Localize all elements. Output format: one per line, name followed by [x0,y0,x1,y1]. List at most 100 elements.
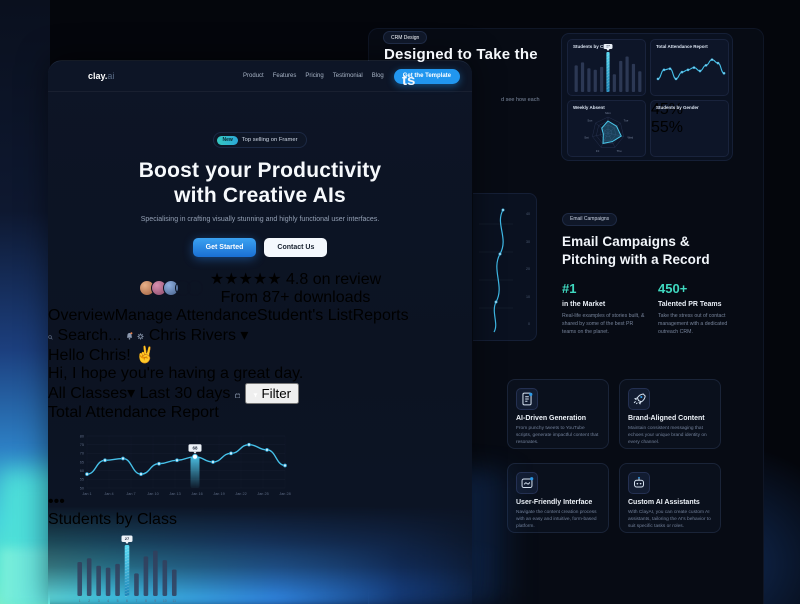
tab-reports[interactable]: Reports [352,307,409,325]
dashboard-preview: Overview Manage Attendance Student's List R… [48,307,472,604]
nav-link-pricing[interactable]: Pricing [305,73,324,79]
tick-label: 30 [526,239,530,244]
search-input[interactable]: Search... [48,327,126,344]
svg-text:75: 75 [80,443,84,447]
date-range-select[interactable]: Last 30 days [140,385,245,402]
svg-text:55: 55 [80,478,84,482]
feature-cards-grid: AI-Driven Generation From punchy tweets … [507,379,721,533]
svg-text:2: 2 [89,599,91,603]
svg-text:65: 65 [80,461,84,465]
rocket-icon [628,388,650,410]
calendar-icon [235,393,241,399]
hero-subtitle: Specialising in crafting visually stunni… [140,216,380,224]
svg-text:Tue: Tue [624,119,629,123]
dashboard-filters: All Classes▾ Last 30 days Filter [48,383,300,405]
class-select[interactable]: All Classes▾ [48,385,136,403]
tick-label: 10 [526,294,530,299]
svg-text:Wed: Wed [627,136,633,140]
stat-description: Real-life examples of stories built, & s… [562,313,645,336]
card-menu-icon[interactable]: ••• [48,493,65,511]
nav-link-testimonial[interactable]: Testimonial [332,73,363,79]
bell-icon[interactable] [126,332,133,340]
mini-radar-chart: Mon Tue Wed Thu Fri Sat Sun [584,111,633,153]
axis-tick-labels: 40 30 20 10 0 [526,212,530,326]
feature-description: With ClayAI, you can create custom AI as… [628,510,711,530]
bot-icon [628,472,650,494]
nav-link-blog[interactable]: Blog [371,73,384,79]
search-icon [48,335,53,341]
gear-icon[interactable] [137,333,144,340]
svg-text:10: 10 [163,599,167,603]
avatar [186,280,203,297]
navbar: clay.ai Product Features Pricing Testimonia… [48,61,472,92]
partial-chart-card: 40 30 20 10 0 [473,193,537,341]
half-star-icon: ★ [267,271,282,289]
get-started-button[interactable]: Get Started [192,238,257,258]
svg-text:80: 80 [80,435,84,439]
mini-card-title: Students by Class [573,44,613,49]
mini-card-students-by-class: Students by Class 27 [567,39,646,96]
svg-text:70: 70 [80,452,84,456]
svg-text:3: 3 [98,599,100,603]
svg-text:Sun: Sun [587,119,592,123]
review-row: ★★★★★ 4.8 on review From 87+ downloads [48,269,472,307]
stat-pr-teams: 450+ Talented PR Teams Take the stress o… [658,281,744,336]
stat-value: #1 [562,281,577,297]
email-campaigns-badge: Email Campaigns [562,212,618,226]
svg-text:60: 60 [80,469,84,473]
feature-title: AI-Driven Generation [516,415,587,422]
students-by-class-bar-chart: 1 2 3 4 5 6 7 8 9 10 11 27 [77,535,177,603]
get-template-button[interactable]: Get the Template [393,68,460,84]
svg-text:Jan 7: Jan 7 [127,492,136,496]
mini-line-chart [656,58,726,81]
nav-link-product[interactable]: Product [243,73,264,79]
svg-text:8: 8 [145,599,147,603]
svg-text:Jan 4: Jan 4 [105,492,114,496]
mini-bar-chart: 27 [574,44,642,93]
mini-card-title: Students by Gender [656,105,699,110]
tab-student-s-list[interactable]: Student's List [257,307,353,325]
attendance-chart-card: Total Attendance Report ••• 80 75 70 65 60 55… [48,404,472,511]
svg-text:5: 5 [117,599,119,603]
hero-section: New Top selling on Framer Boost your Pro… [48,128,472,307]
user-name[interactable]: Chris Rivers [148,327,236,345]
students-by-class-card: Students by Class ••• 1 2 3 4 5 6 7 8 9 10 11 27 [48,511,472,604]
star-rating-icon: ★★★★ [209,271,268,289]
svg-text:11: 11 [173,599,177,603]
mini-card-weekly-absent: Weekly Absent Mon Tue Wed Thu Fri Sat Sun [567,100,646,157]
feature-card-custom-assistants: Custom AI Assistants With ClayAI, you ca… [619,463,721,533]
svg-text:Jan 10: Jan 10 [148,492,159,496]
svg-text:Jan 1: Jan 1 [83,492,92,496]
dashboard-tabs: Overview Manage Attendance Student's List R… [48,307,472,325]
tab-overview[interactable]: Overview [48,307,115,325]
tab-manage-attendance[interactable]: Manage Attendance [114,307,258,325]
new-badge: New [217,135,238,145]
contact-us-button[interactable]: Contact Us [264,238,328,258]
mini-card-gender: Students by Gender 45% 55% [650,100,729,157]
svg-text:Fri: Fri [596,149,600,153]
feature-description: From punchy tweets to YouTube scripts, g… [516,426,599,446]
greeting-title: Hello Chris! ✌ [48,347,156,365]
reviewer-avatars [138,280,203,297]
landing-page-card: clay.ai Product Features Pricing Testimonia… [48,60,472,604]
greeting-subtitle: Hi, I hope you're having a great day. [48,365,304,383]
svg-text:68: 68 [193,446,199,451]
gender-chart-mini: 45% 55% [651,101,728,137]
logo[interactable]: clay.ai [88,71,115,81]
dashboard-header: Overview Manage Attendance Student's List R… [48,307,472,345]
crm-mini-dashboard: Students by Class 27 Total Attendance Re… [561,33,733,161]
svg-text:50: 50 [80,487,84,491]
gender-female-circle: 45% [651,101,684,118]
svg-text:Jan 16: Jan 16 [192,492,203,496]
stat-value: 450+ [658,281,688,297]
svg-text:1: 1 [79,599,81,603]
chevron-down-icon[interactable]: ▾ [240,327,249,345]
nav-link-features[interactable]: Features [272,73,297,79]
stat-description: Take the stress out of contact managemen… [658,313,728,336]
hero-title: Boost your Productivity with Creative AIs [138,159,382,208]
svg-text:9: 9 [155,599,157,603]
card-menu-icon[interactable]: ••• [48,600,65,604]
filter-button[interactable]: Filter [244,383,300,405]
